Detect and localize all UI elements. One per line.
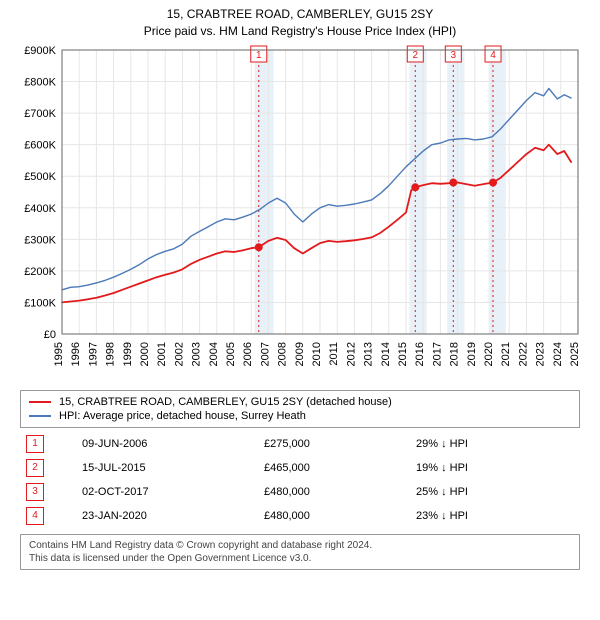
x-tick-label: 1998 [105, 342, 117, 366]
x-tick-label: 2018 [449, 342, 461, 366]
chart-titles: 15, CRABTREE ROAD, CAMBERLEY, GU15 2SY P… [0, 0, 600, 44]
shaded-band [409, 50, 426, 334]
legend-row: 15, CRABTREE ROAD, CAMBERLEY, GU15 2SY (… [29, 395, 571, 409]
x-tick-label: 2005 [225, 342, 237, 366]
x-tick-label: 2021 [500, 342, 512, 366]
sale-delta: 25% ↓ HPI [410, 480, 580, 504]
x-tick-label: 1996 [70, 342, 82, 366]
shaded-band [489, 50, 506, 334]
y-tick-label: £100K [24, 297, 56, 309]
sale-marker-label: 4 [490, 50, 496, 61]
x-tick-label: 1995 [53, 342, 65, 366]
sale-date: 23-JAN-2020 [76, 504, 258, 528]
x-tick-label: 2004 [208, 342, 220, 366]
x-tick-label: 2022 [517, 342, 529, 366]
legend: 15, CRABTREE ROAD, CAMBERLEY, GU15 2SY (… [20, 390, 580, 428]
footer-line-2: This data is licensed under the Open Gov… [29, 552, 571, 565]
sale-delta: 19% ↓ HPI [410, 456, 580, 480]
x-tick-label: 2008 [277, 342, 289, 366]
footer: Contains HM Land Registry data © Crown c… [20, 534, 580, 570]
sales-table: 1 09-JUN-2006£275,00029% ↓ HPI 2 15-JUL-201… [20, 432, 580, 528]
sale-price: £275,000 [258, 432, 410, 456]
x-tick-label: 2017 [431, 342, 443, 366]
sale-date: 02-OCT-2017 [76, 480, 258, 504]
x-tick-label: 2025 [569, 342, 581, 366]
legend-swatch-icon [29, 415, 51, 417]
y-tick-label: £900K [24, 45, 56, 57]
x-tick-label: 2013 [363, 342, 375, 366]
sale-marker-icon: 4 [26, 507, 44, 525]
sale-marker-label: 2 [413, 50, 419, 61]
x-tick-label: 2024 [552, 342, 564, 366]
sale-price: £465,000 [258, 456, 410, 480]
shaded-band [447, 50, 464, 334]
x-tick-label: 2003 [191, 342, 203, 366]
sale-marker-icon: 2 [26, 459, 44, 477]
legend-label: 15, CRABTREE ROAD, CAMBERLEY, GU15 2SY (… [59, 396, 392, 408]
x-tick-label: 2019 [466, 342, 478, 366]
legend-label: HPI: Average price, detached house, Surr… [59, 410, 306, 422]
x-tick-label: 2015 [397, 342, 409, 366]
x-tick-label: 2010 [311, 342, 323, 366]
x-tick-label: 2000 [139, 342, 151, 366]
table-row: 4 23-JAN-2020£480,00023% ↓ HPI [20, 504, 580, 528]
sale-point-icon [411, 183, 419, 191]
footer-line-1: Contains HM Land Registry data © Crown c… [29, 539, 571, 552]
y-tick-label: £700K [24, 108, 56, 120]
sale-delta: 23% ↓ HPI [410, 504, 580, 528]
sale-date: 09-JUN-2006 [76, 432, 258, 456]
x-tick-label: 2006 [242, 342, 254, 366]
title-line-2: Price paid vs. HM Land Registry's House … [0, 23, 600, 40]
sale-price: £480,000 [258, 480, 410, 504]
x-tick-label: 2014 [380, 342, 392, 366]
x-tick-label: 2002 [173, 342, 185, 366]
y-tick-label: £400K [24, 202, 56, 214]
sale-point-icon [255, 243, 263, 251]
x-tick-label: 2001 [156, 342, 168, 366]
x-tick-label: 1999 [122, 342, 134, 366]
x-tick-label: 2007 [259, 342, 271, 366]
table-row: 2 15-JUL-2015£465,00019% ↓ HPI [20, 456, 580, 480]
sale-point-icon [489, 178, 497, 186]
price-chart: £0 £100K £200K £300K £400K £500K £600K £700K £80… [10, 44, 590, 384]
y-tick-label: £800K [24, 76, 56, 88]
x-tick-label: 1997 [87, 342, 99, 366]
x-tick-label: 2009 [294, 342, 306, 366]
y-tick-label: £500K [24, 171, 56, 183]
y-tick-label: £0 [44, 329, 56, 341]
sale-marker-label: 3 [451, 50, 457, 61]
x-tick-label: 2020 [483, 342, 495, 366]
y-tick-label: £600K [24, 139, 56, 151]
sale-marker-icon: 3 [26, 483, 44, 501]
shaded-band [255, 50, 274, 334]
x-tick-label: 2011 [328, 342, 340, 366]
table-row: 3 02-OCT-2017£480,00025% ↓ HPI [20, 480, 580, 504]
y-tick-label: £200K [24, 265, 56, 277]
x-tick-label: 2023 [535, 342, 547, 366]
sale-date: 15-JUL-2015 [76, 456, 258, 480]
sale-delta: 29% ↓ HPI [410, 432, 580, 456]
legend-row: HPI: Average price, detached house, Surr… [29, 409, 571, 423]
table-row: 1 09-JUN-2006£275,00029% ↓ HPI [20, 432, 580, 456]
sale-price: £480,000 [258, 504, 410, 528]
y-tick-label: £300K [24, 234, 56, 246]
title-line-1: 15, CRABTREE ROAD, CAMBERLEY, GU15 2SY [0, 6, 600, 23]
sale-point-icon [449, 178, 457, 186]
sale-marker-label: 1 [256, 50, 262, 61]
legend-swatch-icon [29, 401, 51, 403]
x-tick-label: 2016 [414, 342, 426, 366]
x-tick-label: 2012 [345, 342, 357, 366]
sale-marker-icon: 1 [26, 435, 44, 453]
